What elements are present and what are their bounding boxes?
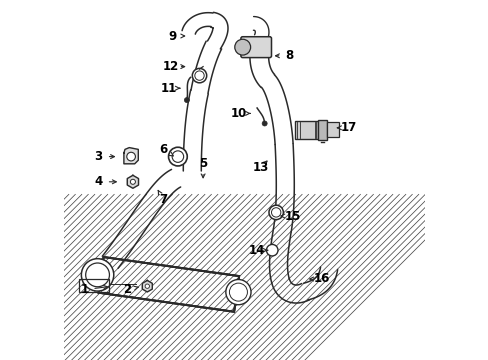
Text: 3: 3 [95, 150, 102, 163]
Circle shape [234, 39, 250, 55]
Text: 14: 14 [248, 244, 265, 257]
Circle shape [268, 205, 283, 220]
Circle shape [184, 98, 189, 103]
Polygon shape [99, 257, 239, 312]
Text: 11: 11 [161, 82, 177, 95]
Circle shape [266, 244, 277, 256]
Text: 4: 4 [94, 175, 102, 188]
Text: 2: 2 [123, 283, 131, 296]
Text: 12: 12 [162, 60, 179, 73]
FancyBboxPatch shape [241, 37, 271, 58]
Circle shape [192, 68, 206, 83]
Circle shape [262, 121, 266, 126]
Text: 1: 1 [80, 283, 88, 296]
Text: 16: 16 [313, 273, 329, 285]
FancyBboxPatch shape [318, 120, 326, 140]
Circle shape [81, 259, 114, 291]
Polygon shape [142, 280, 152, 292]
Circle shape [145, 284, 149, 288]
Circle shape [168, 147, 187, 166]
Text: 17: 17 [340, 121, 356, 134]
Text: 13: 13 [252, 161, 268, 174]
Text: 9: 9 [168, 30, 176, 42]
FancyBboxPatch shape [294, 121, 318, 139]
Text: 7: 7 [159, 193, 167, 206]
Text: 5: 5 [199, 157, 207, 170]
Text: 15: 15 [285, 210, 301, 222]
Circle shape [126, 152, 135, 161]
Text: 6: 6 [159, 143, 167, 156]
Polygon shape [123, 148, 138, 164]
Text: 8: 8 [285, 49, 293, 62]
Polygon shape [127, 175, 138, 188]
Text: 10: 10 [230, 107, 247, 120]
Circle shape [225, 279, 250, 305]
FancyBboxPatch shape [326, 122, 338, 137]
Circle shape [130, 179, 135, 184]
